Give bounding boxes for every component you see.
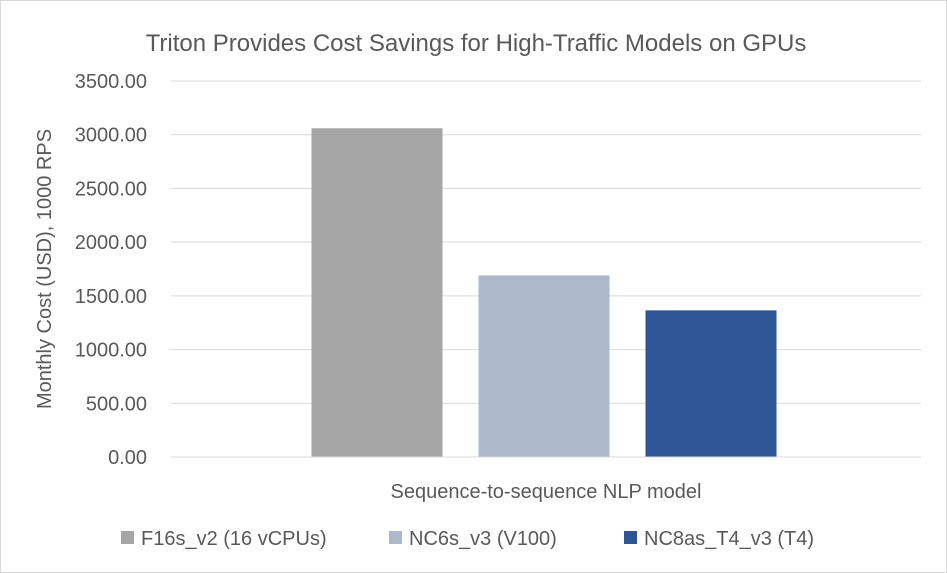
chart-title: Triton Provides Cost Savings for High-Tr… xyxy=(146,30,807,57)
y-tick-label: 1000.00 xyxy=(75,340,147,362)
legend-swatch xyxy=(121,531,134,544)
bar-2 xyxy=(478,275,610,457)
y-tick-label: 2500.00 xyxy=(75,178,147,200)
x-axis-label: Sequence-to-sequence NLP model xyxy=(391,481,702,503)
y-tick-label: 2000.00 xyxy=(75,232,147,254)
legend-label: NC8as_T4_v3 (T4) xyxy=(644,528,814,550)
y-tick-label: 0.00 xyxy=(108,447,147,469)
legend-swatch xyxy=(389,531,402,544)
legend: F16s_v2 (16 vCPUs) NC6s_v3 (V100) NC8as_T4… xyxy=(121,528,814,550)
legend-label: F16s_v2 (16 vCPUs) xyxy=(141,528,327,550)
bar-1 xyxy=(311,128,443,458)
bar-3 xyxy=(645,310,777,457)
y-axis-label: Monthly Cost (USD), 1000 RPS xyxy=(34,129,56,409)
y-tick-label: 500.00 xyxy=(86,393,147,415)
legend-label: NC6s_v3 (V100) xyxy=(409,528,557,550)
y-tick-label: 3500.00 xyxy=(75,71,147,93)
bars xyxy=(311,128,777,458)
y-axis-ticks: 0.00 500.00 1000.00 1500.00 2000.00 2500.00 30… xyxy=(75,71,147,469)
y-tick-label: 3000.00 xyxy=(75,125,147,147)
legend-swatch xyxy=(624,531,637,544)
y-tick-label: 1500.00 xyxy=(75,286,147,308)
